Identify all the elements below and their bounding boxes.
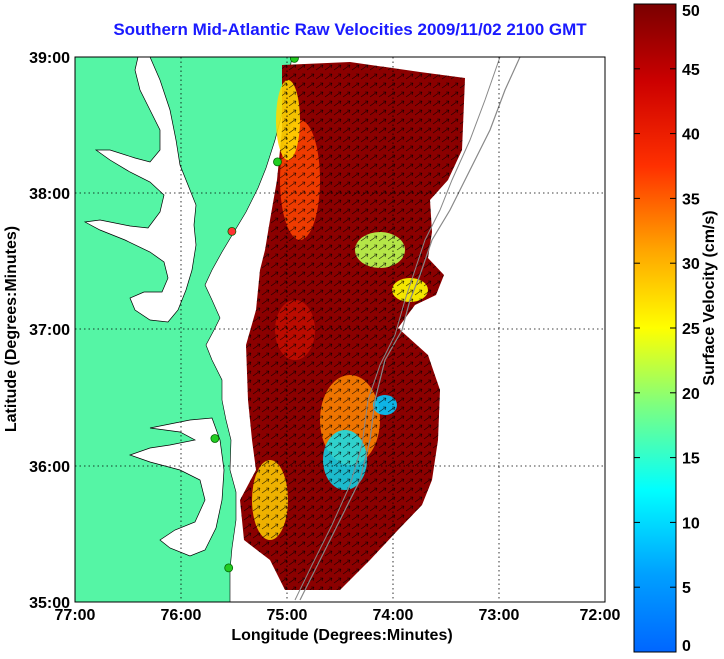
y-tick-label: 37:00: [29, 322, 70, 339]
grid: [75, 57, 605, 602]
x-tick-label: 74:00: [373, 607, 414, 624]
station-marker: [290, 57, 299, 63]
x-axis-title: Longitude (Degrees:Minutes): [231, 627, 452, 644]
x-tick-label: 75:00: [267, 607, 308, 624]
colorbar: [633, 3, 677, 653]
station-marker: [273, 157, 282, 167]
colorbar-tick-label: 0: [682, 638, 691, 655]
x-tick-label: 72:00: [580, 607, 621, 624]
colorbar-tick-label: 35: [682, 191, 700, 208]
colorbar-tick-label: 40: [682, 127, 700, 144]
x-tick-label: 76:00: [161, 607, 202, 624]
bathymetry-contour: [299, 57, 521, 601]
x-tick-label: 77:00: [55, 607, 96, 624]
colorbar-tick-label: 25: [682, 321, 700, 338]
y-tick-label: 39:00: [29, 50, 70, 67]
chesapeake-bay: [83, 57, 197, 323]
station-marker: [210, 434, 220, 443]
colorbar-tick-label: 5: [682, 580, 691, 597]
colorbar-tick-label: 15: [682, 451, 700, 468]
station-marker: [227, 226, 237, 236]
bathymetry-contour: [294, 57, 501, 601]
y-tick-label: 38:00: [29, 186, 70, 203]
colorbar-tick-label: 10: [682, 515, 700, 532]
plot-frame: [74, 56, 606, 603]
y-tick-label: 35:00: [29, 595, 70, 612]
map-title: Southern Mid-Atlantic Raw Velocities 200…: [113, 20, 587, 39]
y-tick-label: 36:00: [29, 459, 70, 476]
velocity-vectors: [240, 62, 465, 590]
colorbar-title: Surface Velocity (cm/s): [701, 210, 718, 385]
x-tick-label: 73:00: [479, 607, 520, 624]
station-marker: [224, 563, 234, 573]
colorbar-tick-label: 45: [682, 62, 700, 79]
colorbar-tick-label: 20: [682, 386, 700, 403]
colorbar-tick-label: 50: [682, 3, 700, 20]
pamlico-sound: [128, 417, 225, 557]
y-axis-title: Latitude (Degrees:Minutes): [3, 226, 20, 432]
colorbar-tick-label: 30: [682, 256, 700, 273]
